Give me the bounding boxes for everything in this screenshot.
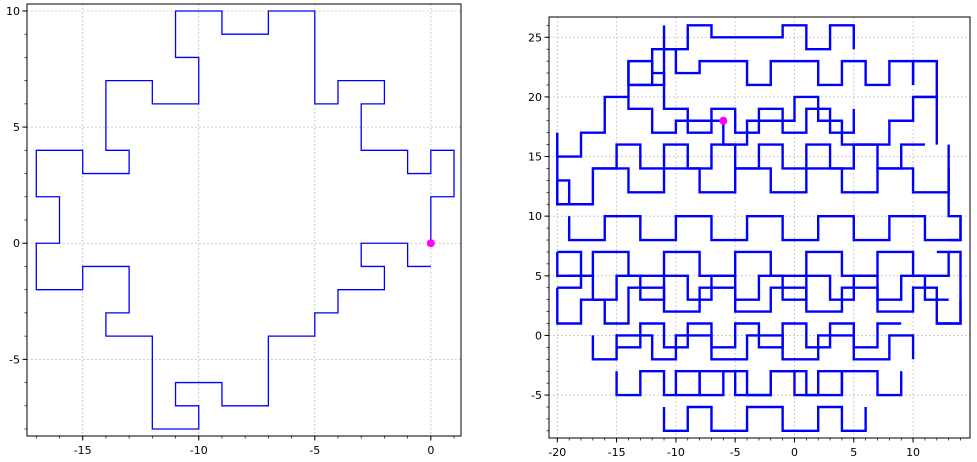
series-line [592,143,925,170]
series-line [567,214,962,242]
x-tick-label: -5 [309,444,320,457]
series-line [556,286,962,325]
x-tick-label: 10 [906,446,920,459]
y-tick-label: 10 [528,210,542,223]
series-line [556,167,950,206]
axes-frame [26,3,462,437]
start-point-marker [426,239,435,248]
y-tick-label: -5 [531,389,542,402]
x-tick-label: -10 [190,444,208,457]
series-line [662,49,855,134]
series-line [569,274,949,301]
x-tick-label: -10 [667,446,685,459]
series-line [556,95,938,158]
left-plot: -15 -10 -5 0 -5 0 5 10 [6,3,462,457]
right-plot: -20 -15 -10 -5 0 5 10 -5 0 5 10 15 20 25 [528,16,971,459]
start-point-marker [719,116,728,125]
series-line [627,48,915,87]
y-tick-label: 5 [13,121,20,134]
series-line [662,405,867,433]
y-tick-label: 25 [528,31,542,44]
series-line [662,24,855,51]
axes-frame [548,16,971,439]
x-tick-label: -15 [74,444,92,457]
y-tick-label: 5 [535,270,542,283]
x-tick-label: 0 [791,446,798,459]
x-tick-label: -15 [608,446,626,459]
series-line [615,370,903,397]
series-line [911,59,938,99]
x-tick-label: -20 [548,446,566,459]
series-line [616,322,902,349]
y-tick-label: 15 [528,151,542,164]
x-tick-label: -5 [730,446,741,459]
series-line [556,250,950,277]
series-line [627,59,654,97]
y-tick-label: 0 [13,237,20,250]
series-line [35,10,455,430]
x-tick-label: 5 [850,446,857,459]
series-line [557,250,583,289]
x-tick-label: 0 [427,444,434,457]
y-tick-label: 0 [535,329,542,342]
series-line [947,144,962,242]
y-tick-label: 10 [6,5,20,18]
series-line [674,370,844,397]
series-line [556,132,571,206]
y-tick-label: 20 [528,91,542,104]
series-line [591,334,915,361]
series-line [936,250,962,325]
y-tick-label: -5 [9,353,20,366]
